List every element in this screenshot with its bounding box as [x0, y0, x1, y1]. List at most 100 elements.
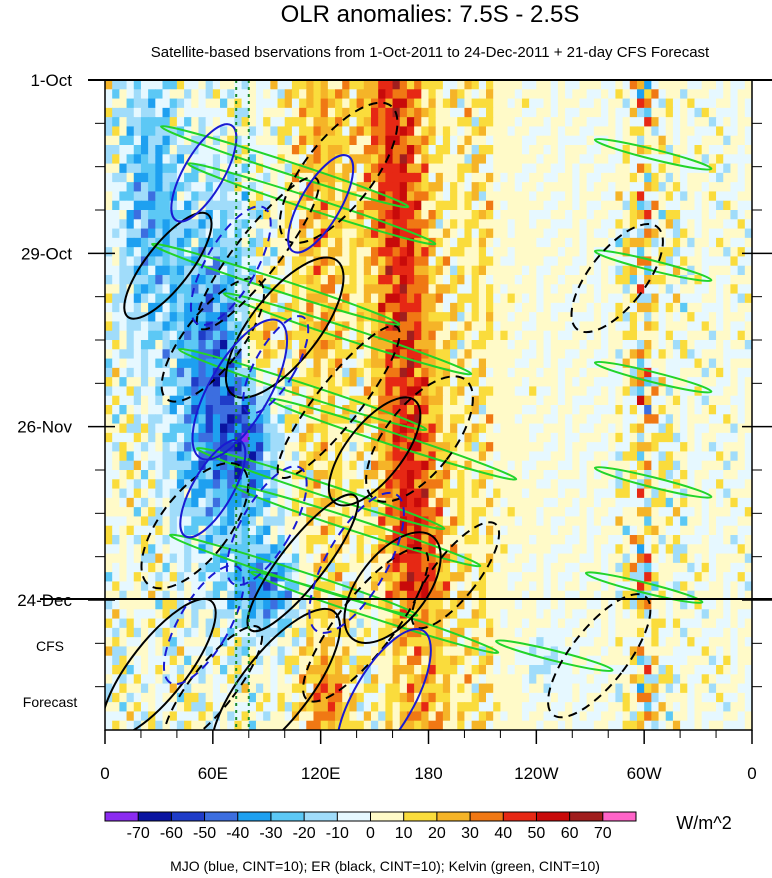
heatmap-cell — [708, 507, 717, 518]
heatmap-cell — [723, 349, 732, 360]
heatmap-cell — [291, 80, 300, 90]
heatmap-cell — [428, 191, 437, 202]
heatmap-cell — [105, 312, 113, 323]
heatmap-cell — [284, 256, 293, 267]
heatmap-cell — [586, 340, 595, 350]
heatmap-cell — [176, 405, 185, 415]
heatmap-cell — [385, 507, 394, 518]
heatmap-cell — [349, 507, 358, 518]
heatmap-cell — [557, 442, 566, 453]
heatmap-cell — [399, 488, 408, 499]
heatmap-cell — [723, 581, 732, 592]
heatmap-cell — [529, 488, 537, 499]
heatmap-cell — [478, 442, 487, 453]
heatmap-cell — [385, 414, 394, 425]
heatmap-cell — [493, 535, 501, 545]
heatmap-cell — [414, 284, 422, 295]
heatmap-cell — [658, 470, 667, 480]
heatmap-cell — [255, 516, 264, 527]
heatmap-cell — [356, 172, 365, 183]
heatmap-cell — [672, 163, 681, 174]
heatmap-cell — [586, 117, 595, 128]
heatmap-cell — [169, 423, 178, 434]
heatmap-cell — [299, 367, 307, 378]
heatmap-cell — [622, 451, 631, 462]
heatmap-cell — [737, 107, 746, 118]
heatmap-cell — [370, 451, 379, 462]
heatmap-cell — [277, 358, 286, 369]
heatmap-cell — [601, 405, 609, 415]
heatmap-cell — [737, 562, 746, 573]
heatmap-cell — [370, 89, 379, 100]
heatmap-cell — [255, 293, 264, 304]
heatmap-cell — [565, 126, 573, 137]
heatmap-cell — [723, 200, 732, 211]
heatmap-cell — [478, 423, 487, 434]
heatmap-cell — [385, 275, 394, 285]
heatmap-cell — [263, 488, 271, 499]
heatmap-cell — [601, 479, 609, 490]
heatmap-cell — [184, 80, 192, 90]
heatmap-cell — [263, 163, 271, 174]
heatmap-cell — [579, 358, 588, 369]
heatmap-cell — [572, 497, 581, 508]
heatmap-cell — [601, 386, 609, 397]
heatmap-cell — [629, 107, 638, 118]
heatmap-cell — [694, 126, 703, 137]
heatmap-cell — [327, 358, 336, 369]
heatmap-cell — [335, 340, 343, 350]
heatmap-cell — [586, 191, 595, 202]
heatmap-cell — [112, 386, 120, 397]
heatmap-cell — [514, 395, 523, 406]
heatmap-cell — [385, 535, 394, 545]
heatmap-cell — [629, 340, 638, 350]
heatmap-cell — [636, 330, 645, 341]
heatmap-cell — [306, 488, 315, 499]
heatmap-cell — [155, 265, 164, 276]
heatmap-cell — [105, 367, 113, 378]
heatmap-cell — [593, 451, 602, 462]
heatmap-cell — [514, 516, 523, 527]
heatmap-cell — [744, 460, 752, 471]
heatmap-cell — [176, 107, 185, 118]
heatmap-cell — [672, 525, 681, 536]
heatmap-cell — [198, 367, 207, 378]
heatmap-cell — [320, 581, 329, 592]
heatmap-cell — [406, 256, 415, 267]
heatmap-cell — [565, 312, 573, 323]
heatmap-cell — [255, 89, 264, 100]
heatmap-cell — [478, 340, 487, 350]
heatmap-cell — [148, 98, 156, 109]
heatmap-cell — [529, 349, 537, 360]
heatmap-cell — [730, 284, 739, 295]
heatmap-cell — [284, 349, 293, 360]
heatmap-cell — [399, 358, 408, 369]
heatmap-cell — [572, 395, 581, 406]
heatmap-cell — [234, 535, 243, 545]
heatmap-cell — [349, 228, 358, 239]
heatmap-cell — [335, 349, 343, 360]
heatmap-cell — [536, 219, 545, 230]
heatmap-cell — [205, 117, 214, 128]
heatmap-cell — [493, 107, 501, 118]
heatmap-cell — [169, 80, 178, 90]
heatmap-cell — [579, 293, 588, 304]
heatmap-cell — [414, 191, 422, 202]
heatmap-cell — [601, 442, 609, 453]
heatmap-cell — [744, 228, 752, 239]
heatmap-cell — [176, 312, 185, 323]
heatmap-cell — [133, 358, 142, 369]
heatmap-cell — [155, 330, 164, 341]
heatmap-cell — [694, 367, 703, 378]
heatmap-cell — [162, 423, 171, 434]
heatmap-cell — [191, 386, 200, 397]
heatmap-cell — [737, 210, 746, 220]
heatmap-cell — [263, 535, 271, 545]
heatmap-cell — [450, 507, 458, 518]
heatmap-cell — [737, 89, 746, 100]
heatmap-cell — [471, 89, 480, 100]
heatmap-cell — [133, 163, 142, 174]
heatmap-cell — [464, 507, 473, 518]
heatmap-cell — [744, 117, 752, 128]
heatmap-cell — [644, 405, 652, 415]
